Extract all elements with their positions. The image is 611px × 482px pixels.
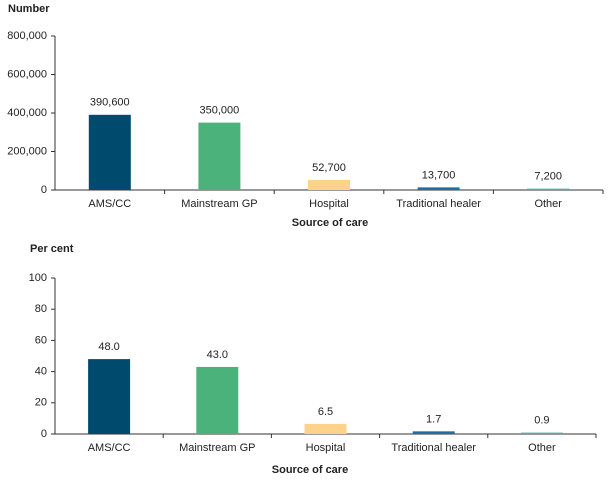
y-tick-label: 800,000	[7, 30, 47, 42]
bar	[88, 359, 131, 434]
x-tick-label: AMS/CC	[88, 198, 131, 210]
x-tick-label: Other	[528, 442, 556, 454]
x-tick-label: Traditional healer	[396, 198, 481, 210]
data-label: 7,200	[534, 171, 562, 183]
data-label: 52,700	[312, 162, 346, 174]
x-tick-label: Hospital	[306, 442, 346, 454]
y-tick-label: 100	[29, 272, 47, 284]
x-tick-label: Mainstream GP	[179, 442, 255, 454]
y-tick-label: 0	[41, 428, 47, 440]
x-tick-label: AMS/CC	[88, 442, 131, 454]
y-tick-label: 600,000	[7, 68, 47, 80]
bar	[308, 179, 350, 190]
bar	[527, 188, 570, 190]
data-label: 48.0	[98, 341, 119, 353]
data-label: 1.7	[426, 413, 441, 425]
x-axis-title: Source of care	[292, 217, 368, 229]
data-label: 0.9	[534, 415, 549, 427]
y-axis-title: Per cent	[30, 243, 74, 255]
data-label: 390,600	[90, 97, 130, 109]
x-tick-label: Mainstream GP	[181, 198, 257, 210]
x-axis-title: Source of care	[272, 464, 348, 476]
x-tick-label: Traditional healer	[391, 442, 476, 454]
data-label: 43.0	[207, 349, 228, 361]
bar	[196, 366, 239, 434]
bar	[520, 432, 563, 434]
y-tick-label: 0	[41, 184, 47, 196]
y-axis-title: Number	[8, 3, 50, 15]
y-tick-label: 80	[35, 303, 47, 315]
y-tick-label: 20	[35, 397, 47, 409]
data-label: 6.5	[318, 406, 333, 418]
bar	[417, 187, 460, 190]
data-label: 350,000	[200, 105, 240, 117]
x-tick-label: Other	[534, 198, 562, 210]
y-tick-label: 400,000	[7, 107, 47, 119]
x-tick-label: Hospital	[309, 198, 349, 210]
data-label: 13,700	[422, 169, 456, 181]
y-tick-label: 40	[35, 366, 47, 378]
bar	[304, 423, 347, 434]
bar	[412, 431, 455, 434]
y-tick-label: 60	[35, 334, 47, 346]
bar	[88, 114, 131, 190]
y-tick-label: 200,000	[7, 145, 47, 157]
bar	[198, 122, 241, 190]
